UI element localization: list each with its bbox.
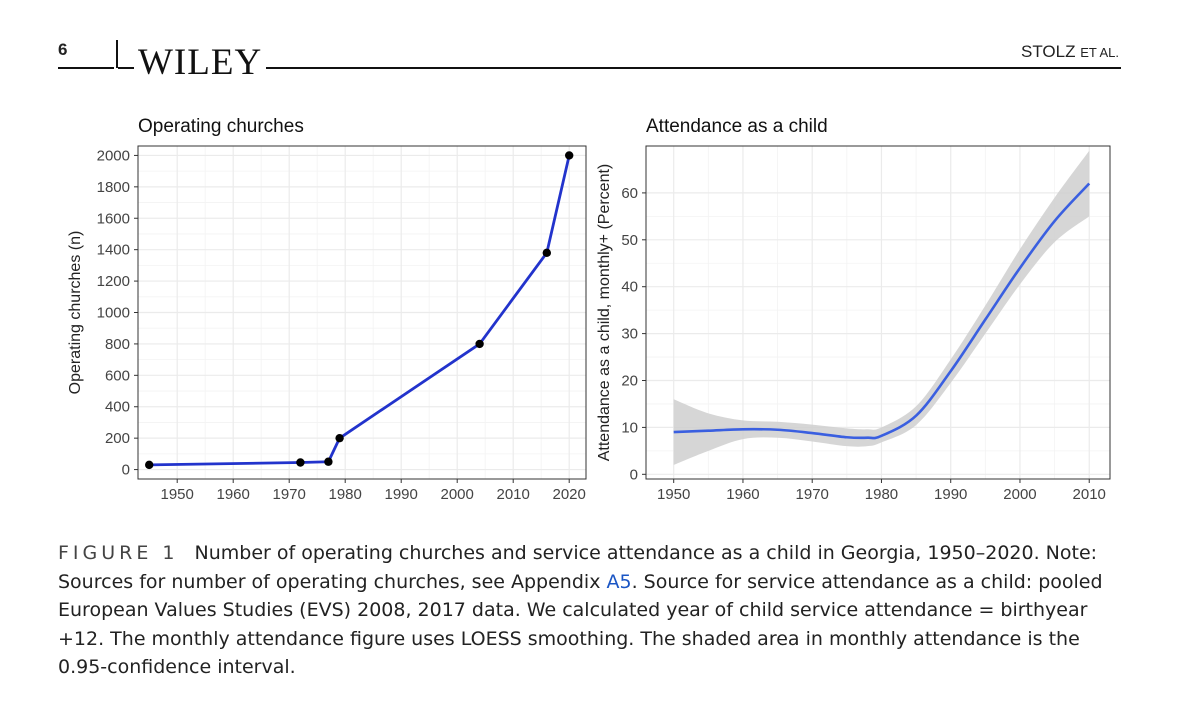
wiley-logo[interactable]: WILEY <box>134 44 267 81</box>
x-tick-label: 2000 <box>1003 486 1036 503</box>
y-tick-label: 600 <box>105 367 130 384</box>
y-tick-label: 1800 <box>97 179 130 196</box>
figure-caption: FIGURE 1 Number of operating churches and… <box>58 539 1128 682</box>
y-tick-label: 40 <box>621 279 638 296</box>
chart-title: Operating churches <box>138 116 304 137</box>
y-tick-label: 800 <box>105 336 130 353</box>
y-tick-label: 0 <box>122 462 130 479</box>
data-point <box>324 457 333 466</box>
x-tick-label: 2000 <box>441 486 474 503</box>
y-tick-label: 1000 <box>97 305 130 322</box>
y-tick-label: 1600 <box>97 210 130 227</box>
y-tick-label: 200 <box>105 430 130 447</box>
y-tick-label: 60 <box>621 185 638 202</box>
et-al: ET AL. <box>1080 45 1119 60</box>
running-head-authors: STOLZ ET AL. <box>1021 42 1119 62</box>
author-name: STOLZ <box>1020 42 1076 61</box>
y-tick-label: 1400 <box>97 242 130 259</box>
y-tick-label: 50 <box>621 232 638 249</box>
x-tick-label: 1980 <box>865 486 898 503</box>
data-point <box>296 458 305 467</box>
figure-1: Operating churches 1950 1960 1970 1980 1990 20… <box>67 116 1111 503</box>
x-tick-label: 1980 <box>329 486 362 503</box>
x-tick-label: 1970 <box>273 486 306 503</box>
caption-text-b: . Source for service attendance as a chi… <box>58 570 1103 679</box>
data-point <box>565 151 574 160</box>
caption-text-a: Number of operating churches and service… <box>58 542 1098 593</box>
data-point <box>335 433 344 443</box>
y-tick-label: 2000 <box>97 147 130 164</box>
y-axis-label: Attendance as a child, monthly+ (Percent… <box>596 164 613 462</box>
x-tick-label: 1990 <box>385 486 418 503</box>
x-tick-label: 1970 <box>796 486 829 503</box>
y-tick-label: 10 <box>621 419 638 436</box>
x-tick-label: 1950 <box>657 486 690 503</box>
y-tick-label: 20 <box>621 373 638 390</box>
x-tick-label: 1950 <box>161 486 194 503</box>
plot-border <box>645 145 1111 480</box>
page-header: 6 WILEY STOLZ ET AL. <box>0 0 1179 100</box>
loess-line <box>673 182 1091 440</box>
y-tick-label: 1200 <box>97 273 130 290</box>
appendix-link[interactable]: A5 <box>606 570 632 593</box>
x-tick-label: 2010 <box>1073 486 1106 503</box>
y-tick-label: 400 <box>105 399 130 416</box>
header-rule-left <box>58 67 114 69</box>
caption-label: FIGURE 1 <box>58 542 179 564</box>
x-tick-label: 1990 <box>934 486 967 503</box>
data-point <box>145 460 154 470</box>
header-divider <box>116 40 118 68</box>
data-point <box>542 248 551 258</box>
chart-title: Attendance as a child <box>646 116 828 137</box>
x-tick-label: 2010 <box>497 486 530 503</box>
y-axis-label: Operating churches (n) <box>67 231 84 395</box>
chart-attendance-as-child: Attendance as a child 1950 1960 1970 1980 199… <box>596 116 1111 503</box>
x-tick-label: 1960 <box>726 486 759 503</box>
header-rule <box>118 67 1121 69</box>
confidence-ribbon <box>673 150 1090 465</box>
chart-operating-churches: Operating churches 1950 1960 1970 1980 1990 20… <box>67 116 587 503</box>
data-point <box>475 339 484 349</box>
page-number: 6 <box>58 40 68 59</box>
y-tick-label: 0 <box>630 466 638 483</box>
x-tick-label: 2020 <box>553 486 586 503</box>
y-tick-label: 30 <box>621 326 638 343</box>
x-tick-label: 1960 <box>217 486 250 503</box>
